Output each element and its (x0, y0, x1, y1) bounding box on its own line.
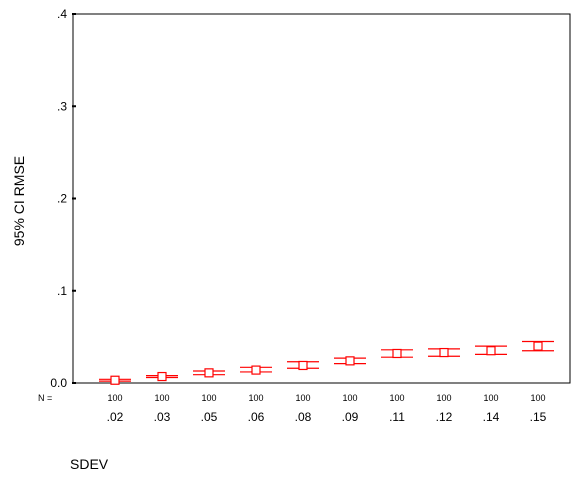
mean-marker (251, 365, 261, 375)
n-value-label: 100 (342, 393, 357, 403)
mean-marker (533, 341, 543, 351)
mean-marker (298, 360, 308, 371)
mean-marker (439, 347, 449, 358)
error-bar (475, 345, 507, 356)
x-axis-title: SDEV (70, 456, 109, 472)
y-tick-label: 0.0 (50, 376, 67, 390)
error-bar (193, 368, 225, 378)
y-tick-label: .1 (57, 284, 67, 298)
x-tick-label: .06 (248, 410, 265, 424)
error-bar (334, 356, 366, 366)
plot-frame (72, 13, 571, 384)
mean-marker (345, 356, 355, 366)
n-value-label: 100 (107, 393, 122, 403)
error-bar (99, 375, 131, 385)
x-tick-label: .03 (154, 410, 171, 424)
x-tick-label: .09 (342, 410, 359, 424)
plot-border (72, 13, 571, 384)
x-tick-label: .02 (107, 410, 124, 424)
mean-marker (204, 368, 214, 378)
x-tick-label: .08 (295, 410, 312, 424)
n-value-label: 100 (154, 393, 169, 403)
error-bar (522, 340, 554, 352)
y-axis-title: 95% CI RMSE (11, 156, 27, 246)
n-value-label: 100 (530, 393, 545, 403)
n-value-label: 100 (389, 393, 404, 403)
x-tick-label: .12 (436, 410, 453, 424)
mean-marker (110, 375, 120, 385)
y-tick-label: .2 (57, 192, 67, 206)
error-bars (99, 340, 554, 385)
x-tick-label: .05 (201, 410, 218, 424)
error-bar (240, 365, 272, 375)
x-tick-label: .15 (530, 410, 547, 424)
y-axis: 0.0 .1 .2 .3 .4 (50, 7, 76, 390)
n-value-label: 100 (483, 393, 498, 403)
n-value-label: 100 (436, 393, 451, 403)
x-axis: .02 .03 .05 .06 .08 .09 .11 .12 .14 .15 (107, 410, 547, 424)
mean-marker (392, 348, 402, 359)
mean-marker (157, 371, 167, 382)
n-value-label: 100 (201, 393, 216, 403)
n-value-label: 100 (295, 393, 310, 403)
error-bar (146, 371, 178, 382)
y-tick-label: .3 (57, 99, 67, 113)
error-bar (381, 348, 413, 359)
x-tick-label: .14 (483, 410, 500, 424)
y-tick-label: .4 (57, 7, 67, 21)
mean-marker (486, 346, 496, 356)
sample-size-row: N = 100 100 100 100 100 100 100 100 100 100 (38, 393, 546, 403)
n-prefix-label: N = (38, 393, 52, 403)
error-bar (428, 347, 460, 358)
x-tick-label: .11 (389, 410, 405, 424)
error-bar (287, 360, 319, 371)
n-value-label: 100 (248, 393, 263, 403)
